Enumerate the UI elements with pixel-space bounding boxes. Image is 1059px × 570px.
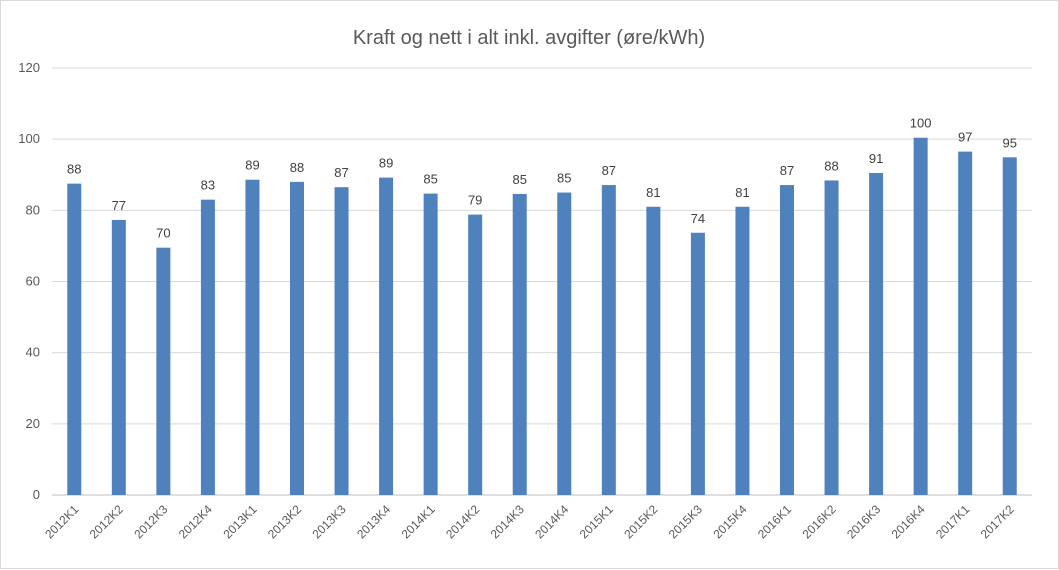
bar-2014K1	[423, 193, 438, 495]
bar-2014K3	[512, 193, 527, 495]
x-tick-label: 2014K2	[443, 502, 482, 541]
y-tick-label: 20	[26, 416, 40, 431]
bar-2015K1	[601, 185, 616, 496]
bar-2015K3	[690, 232, 705, 495]
y-tick-label: 0	[33, 487, 40, 502]
data-label: 89	[245, 158, 259, 173]
data-label: 85	[512, 172, 526, 187]
x-tick-label: 2017K2	[978, 502, 1017, 541]
y-tick-label: 120	[18, 60, 40, 75]
x-tick-label: 2017K1	[933, 502, 972, 541]
x-tick-label: 2015K2	[621, 502, 660, 541]
bar-2014K4	[557, 192, 572, 495]
bar-2016K2	[824, 180, 839, 495]
data-label: 85	[557, 171, 571, 186]
data-label: 95	[1002, 135, 1016, 150]
bar-2012K1	[67, 183, 82, 496]
bar-2013K4	[379, 177, 394, 495]
data-label: 89	[379, 156, 393, 171]
data-label: 74	[691, 211, 705, 226]
bar-2013K3	[334, 187, 349, 495]
bar-2017K2	[1002, 157, 1017, 496]
x-tick-label: 2016K1	[755, 502, 794, 541]
data-label: 88	[824, 158, 838, 173]
x-tick-label: 2013K2	[265, 502, 304, 541]
x-tick-label: 2015K1	[577, 502, 616, 541]
bar-2013K2	[290, 181, 304, 495]
x-tick-label: 2016K4	[889, 502, 928, 541]
bar-2012K2	[111, 219, 126, 495]
bars	[67, 137, 1017, 496]
bar-2012K4	[200, 199, 215, 496]
bar-2017K1	[958, 151, 973, 495]
x-tick-label: 2014K3	[488, 502, 527, 541]
x-tick-label: 2014K4	[532, 502, 571, 541]
data-label: 77	[112, 198, 126, 213]
x-tick-label: 2013K4	[354, 502, 393, 541]
data-label: 100	[910, 116, 932, 131]
x-tick-label: 2013K3	[310, 502, 349, 541]
data-label: 97	[958, 130, 972, 145]
data-label: 87	[602, 163, 616, 178]
bar-2016K3	[869, 172, 884, 496]
x-tick-label: 2012K1	[42, 502, 81, 541]
x-tick-label: 2014K1	[399, 502, 438, 541]
y-tick-label: 100	[18, 131, 40, 146]
x-tick-label: 2012K3	[131, 502, 170, 541]
x-tick-label: 2015K4	[710, 502, 749, 541]
data-labels: 88 77 70 83 89 88 87 89 85 79 85 85 87 81 74 81 87 88 91 10…	[67, 116, 1017, 241]
data-label: 70	[156, 226, 170, 241]
data-label: 81	[646, 185, 660, 200]
data-label: 81	[735, 185, 749, 200]
gridlines	[52, 67, 1032, 496]
y-tick-label: 40	[26, 345, 40, 360]
y-tick-label: 60	[26, 274, 40, 289]
bar-2016K4	[913, 137, 928, 495]
bar-2015K4	[735, 206, 750, 495]
data-label: 88	[67, 162, 81, 177]
bar-2012K3	[156, 247, 171, 495]
x-tick-label: 2012K2	[87, 502, 126, 541]
y-tick-label: 80	[26, 202, 40, 217]
data-label: 88	[290, 160, 304, 175]
chart-title: Kraft og nett i alt inkl. avgifter (øre/…	[353, 27, 705, 49]
bar-2015K2	[646, 206, 661, 495]
x-axis-ticks: 2012K1 2012K2 2012K3 2012K4 2013K1 2013K2 2013…	[42, 502, 1017, 541]
x-tick-label: 2016K3	[844, 502, 883, 541]
bar-2016K1	[780, 185, 794, 496]
data-label: 87	[780, 163, 794, 178]
x-tick-label: 2012K4	[176, 502, 215, 541]
data-label: 85	[423, 172, 437, 187]
data-label: 79	[468, 193, 482, 208]
bar-2014K2	[468, 214, 483, 495]
data-label: 87	[334, 165, 348, 180]
x-tick-label: 2016K2	[800, 502, 839, 541]
x-tick-label: 2013K1	[220, 502, 259, 541]
data-label: 83	[201, 178, 215, 193]
data-label: 91	[869, 151, 883, 166]
bar-2013K1	[245, 179, 260, 495]
y-axis-ticks: 0 20 40 60 80 100 120	[18, 60, 40, 502]
x-tick-label: 2015K3	[666, 502, 705, 541]
